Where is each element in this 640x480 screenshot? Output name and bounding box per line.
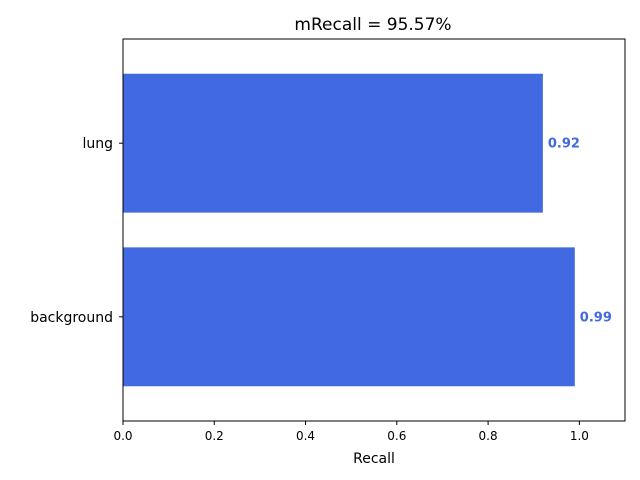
x-tick-label: 1.0 <box>570 429 589 443</box>
x-axis-label: Recall <box>353 451 395 467</box>
x-tick-label: 0.6 <box>387 429 406 443</box>
bars-layer: 0.99 0.92 <box>123 73 612 387</box>
data-label-background: 0.99 <box>580 310 612 325</box>
plot-frame <box>122 38 626 422</box>
bar-background <box>123 247 575 387</box>
x-axis-ticks: 0.0 0.2 0.4 0.6 0.8 1.0 <box>113 421 589 443</box>
bar-lung <box>123 73 543 213</box>
x-tick-label: 0.0 <box>113 429 132 443</box>
data-label-lung: 0.92 <box>548 137 580 152</box>
y-axis-ticks: background lung <box>30 136 123 326</box>
y-tick-label-background: background <box>30 310 113 326</box>
x-tick-label: 0.4 <box>296 429 315 443</box>
x-tick-label: 0.2 <box>205 429 224 443</box>
x-tick-label: 0.8 <box>479 429 498 443</box>
chart-title: mRecall = 95.57% <box>294 15 451 35</box>
y-tick-label-lung: lung <box>82 136 113 152</box>
